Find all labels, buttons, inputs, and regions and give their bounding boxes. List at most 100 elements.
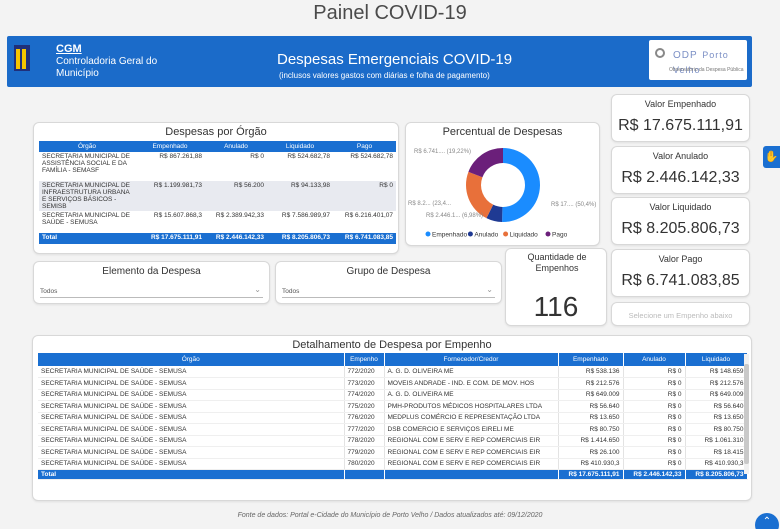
col-header-orgao[interactable]: Órgão	[38, 353, 345, 366]
odp-subtitle: Observatório da Despesa Pública	[669, 67, 744, 73]
cell-empenho: 774/2020	[344, 389, 385, 401]
table-row[interactable]: SECRETARIA MUNICIPAL DE SAÚDE - SEMUSA 77…	[38, 389, 748, 401]
total-liquidado: R$ 8.205.806,73	[267, 233, 333, 244]
cell-orgao: SECRETARIA MUNICIPAL DE SAÚDE - SEMUSA	[38, 366, 345, 378]
col-header-anulado[interactable]: Anulado	[205, 141, 267, 152]
cell-empenho: 776/2020	[344, 412, 385, 424]
chevron-down-icon: ⌄	[486, 285, 493, 294]
kpi-pago-label: Valor Pago	[658, 254, 703, 264]
org-abbr[interactable]: CGM	[56, 43, 82, 55]
chevron-down-icon: ⌄	[254, 285, 261, 294]
percentual-despesas-card: Percentual de Despesas R$ 17.... (50,4%)…	[405, 122, 600, 246]
selecione-empenho-card[interactable]: Selecione um Empenho abaixo	[611, 302, 750, 326]
legend-anulado[interactable]: Anulado	[474, 232, 498, 239]
kpi-empenhado-card[interactable]: Valor Empenhado R$ 17.675.111,91	[611, 94, 750, 142]
quantidade-empenhos-card[interactable]: Quantidade de Empenhos 116	[505, 248, 607, 326]
cell-liquidado: R$ 649.009	[685, 389, 748, 401]
cell-pago: R$ 0	[333, 181, 396, 211]
table-row[interactable]: SECRETARIA MUNICIPAL DE SAÚDE - SEMUSA 77…	[38, 423, 748, 436]
odp-logo[interactable]: ODP Porto Velho Observatório da Despesa …	[649, 40, 747, 80]
cell-empenho: 773/2020	[344, 377, 385, 390]
total-liquidado: R$ 8.205.806,73	[685, 469, 748, 480]
legend-pago-marker[interactable]	[545, 231, 551, 237]
cell-liquidado: R$ 410.930,3	[685, 458, 748, 470]
cell-empenho: 778/2020	[344, 435, 385, 447]
cell-liquidado: R$ 212.576	[685, 377, 748, 390]
cell-anulado: R$ 0	[623, 377, 686, 390]
col-header-pago[interactable]: Pago	[333, 141, 396, 152]
cell-liquidado: R$ 7.586.989,97	[267, 211, 333, 233]
elemento-despesa-slicer[interactable]: Elemento da Despesa Todos ⌄	[33, 261, 270, 304]
col-header-orgao[interactable]: Órgão	[39, 141, 135, 152]
cell-liquidado: R$ 148.659	[685, 366, 748, 378]
cell-orgao: SECRETARIA MUNICIPAL DE SAÚDE - SEMUSA	[38, 412, 345, 424]
cell-empenhado: R$ 15.607.868,3	[135, 211, 205, 233]
cell-fornecedor: REGIONAL COM E SERV E REP COMERCIAIS EIR	[384, 435, 559, 447]
kpi-liquidado-card[interactable]: Valor Liquidado R$ 8.205.806,73	[611, 197, 750, 245]
cell-empenho: 777/2020	[344, 423, 385, 436]
cell-empenhado: R$ 410.930,3	[558, 458, 624, 470]
col-header-liquidado[interactable]: Liquidado	[685, 353, 748, 366]
accessibility-icon[interactable]: ✋	[763, 146, 780, 168]
table-row[interactable]: SECRETARIA MUNICIPAL DE SAÚDE - SEMUSA 78…	[38, 458, 748, 470]
cell-fornecedor: PMH-PRODUTOS MÉDICOS HOSPITALARES LTDA	[384, 400, 559, 413]
cell-fornecedor: REGIONAL COM E SERV E REP COMERCIAIS EIR	[384, 458, 559, 470]
table-row[interactable]: SECRETARIA MUNICIPAL DE SAÚDE - SEMUSA 77…	[38, 446, 748, 459]
table-row[interactable]: SECRETARIA MUNICIPAL DE SAÚDE - SEMUSA 77…	[38, 366, 748, 378]
legend-liquidado[interactable]: Liquidado	[510, 232, 539, 239]
slice-pago[interactable]	[468, 148, 503, 178]
col-header-anulado[interactable]: Anulado	[623, 353, 686, 366]
table-row[interactable]: SECRETARIA MUNICIPAL DE SAÚDE - SEMUSA 77…	[38, 435, 748, 447]
col-header-liquidado[interactable]: Liquidado	[267, 141, 333, 152]
despesas-por-orgao-title: Despesas por Órgão	[165, 126, 267, 138]
cell-empenho: 779/2020	[344, 446, 385, 459]
cell-anulado: R$ 56.200	[205, 181, 267, 211]
elemento-despesa-value: Todos	[40, 288, 58, 295]
legend-anulado-marker[interactable]	[467, 231, 473, 237]
scroll-thumb[interactable]	[744, 364, 749, 464]
table-row[interactable]: SECRETARIA MUNICIPAL DE ASSISTÊNCIA SOCI…	[39, 152, 396, 181]
col-header-fornecedor[interactable]: Fornecedor/Credor	[384, 353, 559, 366]
cell-empenhado: R$ 13.650	[558, 412, 624, 424]
cell-fornecedor: DSB COMERCIO E SERVIÇOS EIRELI ME	[384, 423, 559, 436]
table-scrollbar[interactable]	[744, 354, 749, 474]
donut-chart[interactable]: R$ 17.... (50,4%) R$ 2.446.1... (6,98%) R$…	[406, 123, 601, 247]
slice-anulado[interactable]	[486, 204, 503, 222]
table-row[interactable]: SECRETARIA MUNICIPAL DE SAÚDE - SEMUSA 77…	[38, 412, 748, 424]
cell-anulado: R$ 0	[623, 400, 686, 413]
table-row[interactable]: SECRETARIA MUNICIPAL DE SAÚDE - SEMUSA 77…	[38, 400, 748, 413]
legend-liquidado-marker[interactable]	[503, 231, 509, 237]
total-label: Total	[39, 233, 135, 244]
table-row[interactable]: SECRETARIA MUNICIPAL DE SAÚDE - SEMUSA R…	[39, 211, 396, 233]
col-header-empenho[interactable]: Empenho	[344, 353, 385, 366]
table-row[interactable]: SECRETARIA MUNICIPAL DE INFRAESTRUTURA U…	[39, 181, 396, 211]
grupo-despesa-slicer[interactable]: Grupo de Despesa Todos ⌄	[275, 261, 502, 304]
cell-fornecedor: MOVEIS ANDRADE - IND. E COM. DE MOV. HOS	[384, 377, 559, 390]
kpi-anulado-value: R$ 2.446.142,33	[621, 169, 740, 186]
cell-liquidado: R$ 13.650	[685, 412, 748, 424]
table-row[interactable]: SECRETARIA MUNICIPAL DE SAÚDE - SEMUSA 77…	[38, 377, 748, 390]
selecione-empenho-hint: Selecione um Empenho abaixo	[628, 311, 733, 320]
cell-empenhado: R$ 80.750	[558, 423, 624, 436]
cell-fornecedor: A. G. D. OLIVEIRA ME	[384, 366, 559, 378]
cell-liquidado: R$ 56.640	[685, 400, 748, 413]
col-header-empenhado[interactable]: Empenhado	[558, 353, 624, 366]
cell-orgao: SECRETARIA MUNICIPAL DE SAÚDE - SEMUSA	[38, 435, 345, 447]
grupo-despesa-value: Todos	[282, 288, 300, 295]
kpi-liquidado-value: R$ 8.205.806,73	[621, 220, 740, 237]
col-header-empenhado[interactable]: Empenhado	[135, 141, 205, 152]
elemento-despesa-dropdown[interactable]: Todos ⌄	[40, 285, 263, 298]
cell-anulado: R$ 0	[205, 152, 267, 181]
kpi-anulado-card[interactable]: Valor Anulado R$ 2.446.142,33	[611, 146, 750, 194]
slice-empenhado[interactable]	[502, 148, 540, 222]
legend-empenhado[interactable]: Empenhado	[432, 232, 467, 239]
cell-orgao: SECRETARIA MUNICIPAL DE SAÚDE - SEMUSA	[39, 211, 135, 233]
scroll-up-button[interactable]: ⌃	[755, 513, 779, 529]
cell-orgao: SECRETARIA MUNICIPAL DE SAÚDE - SEMUSA	[38, 458, 345, 470]
legend-empenhado-marker[interactable]	[425, 231, 431, 237]
slice-liquidado[interactable]	[466, 171, 494, 219]
legend-pago[interactable]: Pago	[552, 232, 568, 239]
grupo-despesa-dropdown[interactable]: Todos ⌄	[282, 285, 495, 298]
kpi-pago-card[interactable]: Valor Pago R$ 6.741.083,85	[611, 249, 750, 297]
total-empenhado: R$ 17.675.111,91	[135, 233, 205, 244]
